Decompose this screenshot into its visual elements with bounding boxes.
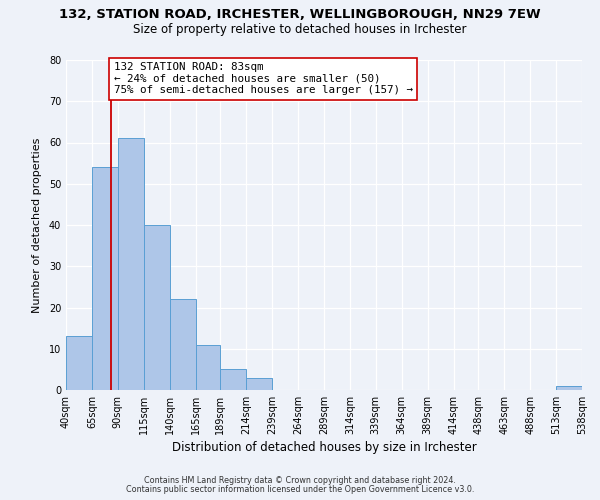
Text: 132, STATION ROAD, IRCHESTER, WELLINGBOROUGH, NN29 7EW: 132, STATION ROAD, IRCHESTER, WELLINGBOR…: [59, 8, 541, 20]
Bar: [144, 225, 170, 390]
Bar: [92, 167, 118, 390]
Text: Contains public sector information licensed under the Open Government Licence v3: Contains public sector information licen…: [126, 485, 474, 494]
Bar: [66, 336, 92, 390]
Bar: [246, 378, 272, 390]
Bar: [220, 370, 246, 390]
Text: 132 STATION ROAD: 83sqm
← 24% of detached houses are smaller (50)
75% of semi-de: 132 STATION ROAD: 83sqm ← 24% of detache…: [113, 62, 413, 96]
Y-axis label: Number of detached properties: Number of detached properties: [32, 138, 42, 312]
Text: Contains HM Land Registry data © Crown copyright and database right 2024.: Contains HM Land Registry data © Crown c…: [144, 476, 456, 485]
Bar: [556, 386, 582, 390]
Text: Size of property relative to detached houses in Irchester: Size of property relative to detached ho…: [133, 22, 467, 36]
Bar: [170, 299, 196, 390]
X-axis label: Distribution of detached houses by size in Irchester: Distribution of detached houses by size …: [172, 441, 476, 454]
Bar: [118, 138, 144, 390]
Bar: [196, 344, 220, 390]
